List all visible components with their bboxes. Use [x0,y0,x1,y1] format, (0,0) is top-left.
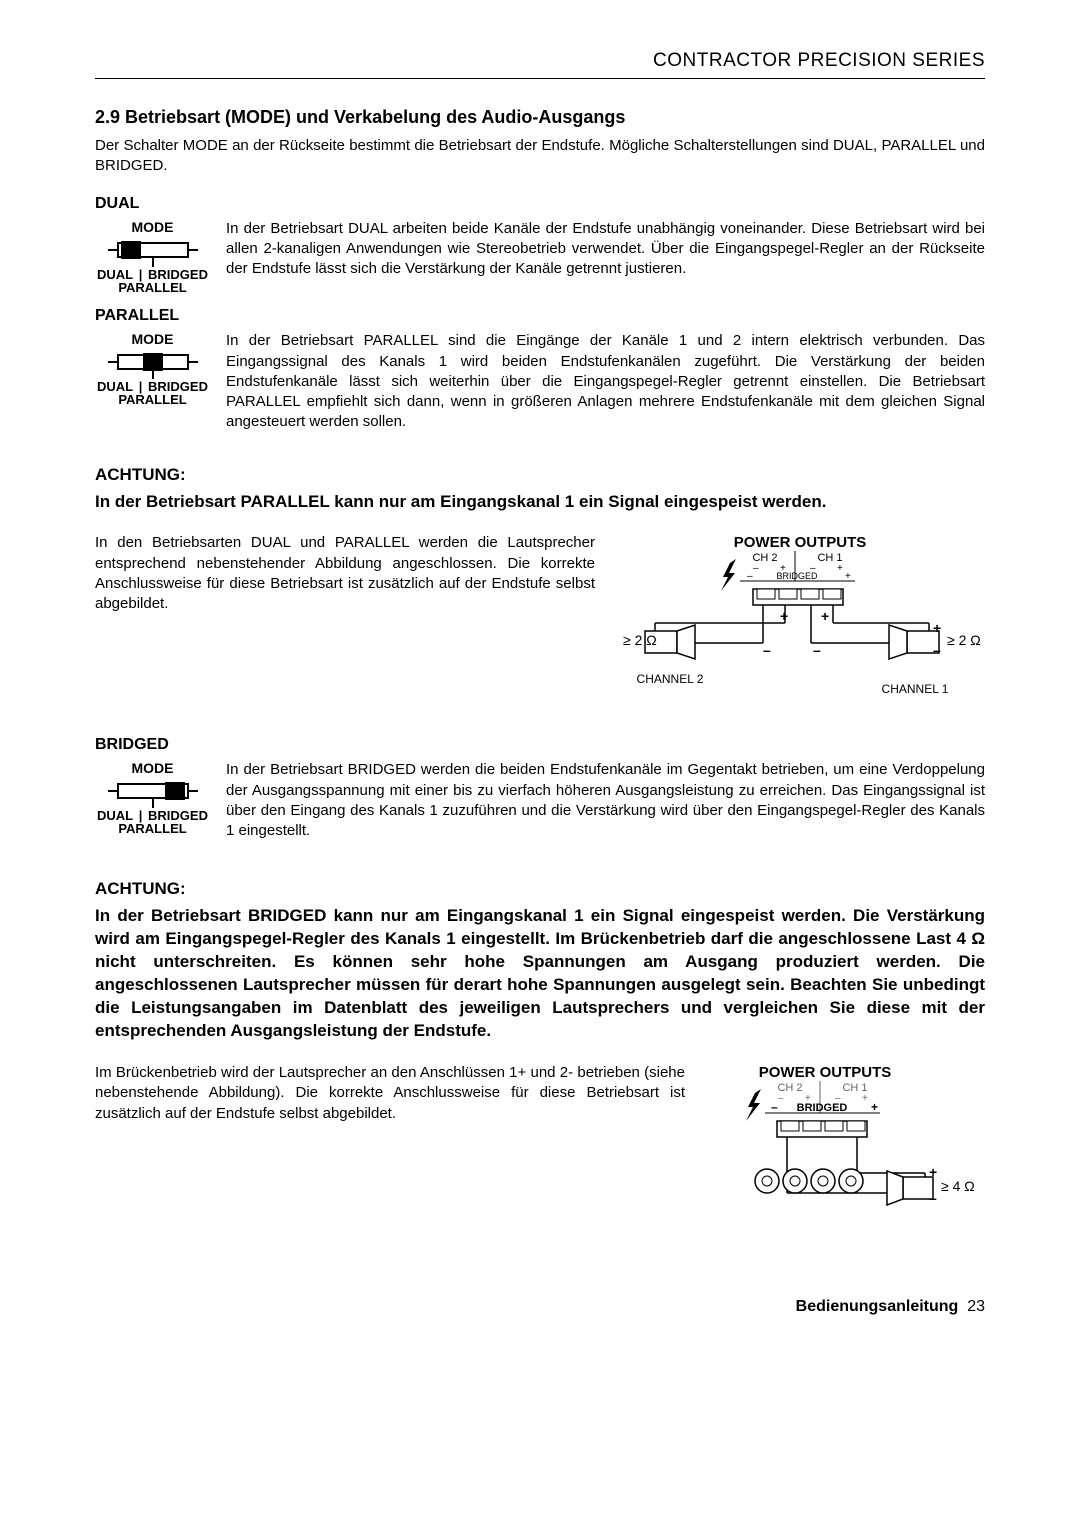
svg-text:+: + [862,1093,868,1104]
achtung-1-text: In der Betriebsart PARALLEL kann nur am … [95,491,985,514]
mode-label: MODE [95,219,210,235]
svg-text:+: + [871,1100,878,1114]
conn-bridged-diagram: POWER OUTPUTS CH 2 CH 1 –+ –+ – BRIDGED … [705,1063,985,1238]
svg-text:–: – [929,1190,937,1206]
diagram-title: POWER OUTPUTS [734,534,867,551]
intro-paragraph: Der Schalter MODE an der Rückseite besti… [95,136,985,177]
dual-heading: DUAL [95,195,985,213]
speakon-icons [755,1169,863,1193]
mode-switch-bridged: MODE DUAL | BRIDGED PARALLEL [95,760,210,836]
svg-text:–: – [771,1100,778,1114]
switch-icon-parallel [108,349,198,379]
footer-page: 23 [967,1298,985,1315]
svg-text:–: – [813,642,821,658]
svg-text:+: + [837,563,843,574]
switch-label-parallel: PARALLEL [95,821,210,836]
svg-text:+: + [845,571,851,582]
svg-text:BRIDGED: BRIDGED [797,1102,848,1114]
svg-text:+: + [929,1164,937,1180]
switch-icon-bridged [108,778,198,808]
svg-text:–: – [933,642,941,658]
header-series-title: CONTRACTOR PRECISION SERIES [95,50,985,72]
mode-switch-parallel: MODE DUAL | BRIDGED PARALLEL [95,331,210,407]
svg-text:–: – [763,642,771,658]
conn-dual-text: In den Betriebsarten DUAL und PARALLEL w… [95,533,595,614]
achtung-2-label: ACHTUNG: [95,879,985,899]
switch-icon-dual [108,237,198,267]
power-outputs-dual-diagram: POWER OUTPUTS CH 2 CH 1 –+ –+ – BRIDGED … [615,533,985,713]
power-outputs-bridged-diagram: POWER OUTPUTS CH 2 CH 1 –+ –+ – BRIDGED … [705,1063,985,1233]
achtung-1-label: ACHTUNG: [95,465,985,485]
mode-label: MODE [95,760,210,776]
switch-label-parallel: PARALLEL [95,280,210,295]
svg-text:BRIDGED: BRIDGED [776,571,818,581]
parallel-text: In der Betriebsart PARALLEL sind die Ein… [226,331,985,432]
svg-text:+: + [780,608,788,624]
section-title: 2.9 Betriebsart (MODE) und Verkabelung d… [95,107,985,128]
conn-dual-diagram: POWER OUTPUTS CH 2 CH 1 –+ –+ – BRIDGED … [615,533,985,718]
svg-text:+: + [933,620,941,636]
achtung-2-text: In der Betriebsart BRIDGED kann nur am E… [95,905,985,1043]
svg-text:≥ 2 Ω: ≥ 2 Ω [623,632,657,648]
bridged-text: In der Betriebsart BRIDGED werden die be… [226,760,985,841]
svg-text:POWER OUTPUTS: POWER OUTPUTS [759,1064,892,1081]
footer-label: Bedienungsanleitung [796,1298,959,1315]
svg-text:≥ 2 Ω: ≥ 2 Ω [947,632,981,648]
parallel-heading: PARALLEL [95,307,985,325]
svg-text:CHANNEL 2: CHANNEL 2 [637,672,704,686]
svg-text:–: – [778,1093,784,1104]
svg-text:CHANNEL 1: CHANNEL 1 [882,682,949,696]
switch-label-parallel: PARALLEL [95,392,210,407]
svg-text:≥ 4 Ω: ≥ 4 Ω [941,1178,975,1194]
mode-label: MODE [95,331,210,347]
bridged-heading: BRIDGED [95,736,985,754]
mode-switch-dual: MODE DUAL | BRIDGED PARALLEL [95,219,210,295]
svg-text:+: + [821,608,829,624]
page-footer: Bedienungsanleitung 23 [95,1298,985,1316]
conn-bridged-text: Im Brückenbetrieb wird der Lautsprecher … [95,1063,685,1124]
dual-text: In der Betriebsart DUAL arbeiten beide K… [226,219,985,280]
header-rule [95,78,985,79]
svg-text:–: – [747,571,753,582]
svg-text:–: – [753,563,759,574]
